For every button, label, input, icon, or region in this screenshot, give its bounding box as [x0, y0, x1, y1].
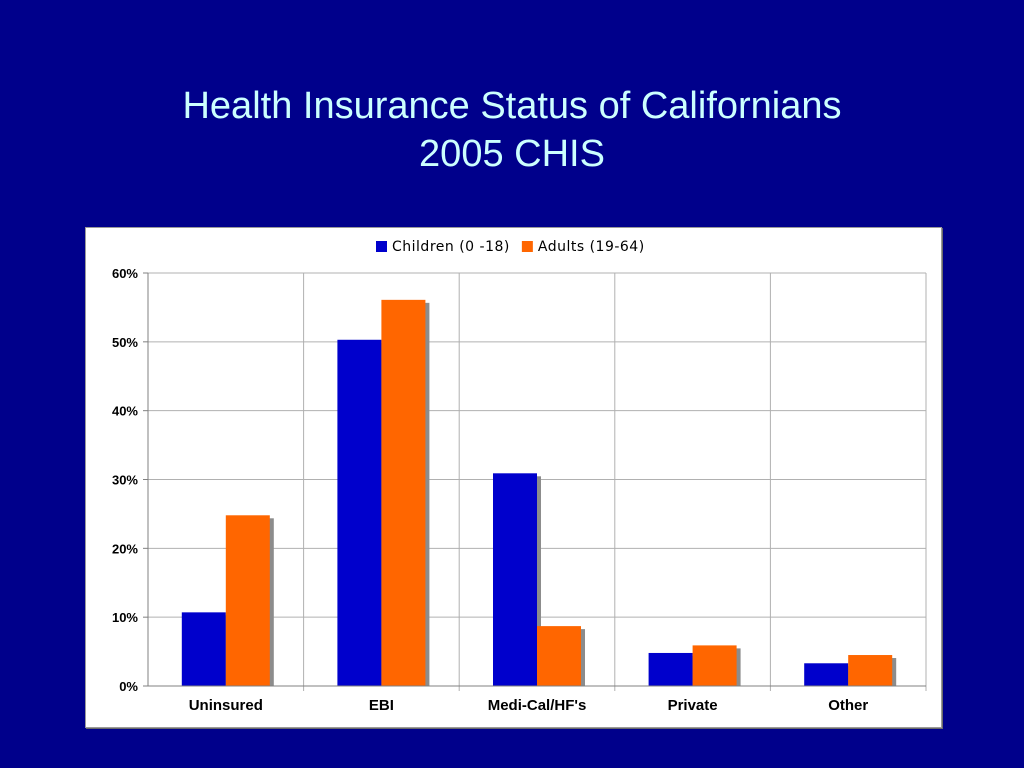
x-tick-label: Medi-Cal/HF's: [488, 697, 587, 714]
x-tick-label: Other: [828, 697, 868, 714]
y-tick-label: 50%: [112, 335, 138, 350]
bar-children: [648, 652, 693, 686]
chart-bars: [181, 299, 897, 686]
bar-children: [493, 473, 537, 686]
legend-swatch: [521, 241, 533, 252]
y-tick-label: 20%: [112, 541, 138, 556]
chart-legend: Children (0 -18) Adults (19-64): [376, 239, 645, 255]
chart-gridlines: [148, 272, 927, 691]
x-tick-label: EBI: [369, 697, 394, 714]
legend-label: Children (0 -18): [392, 239, 510, 255]
legend-label: Adults (19-64): [538, 239, 645, 255]
bar-chart: Children (0 -18) Adults (19-64) 0% 10% 20% 3…: [112, 239, 927, 714]
bar-adults: [692, 645, 737, 686]
bar-adults: [225, 515, 270, 686]
bar-children: [181, 612, 226, 686]
bar-adults: [537, 626, 581, 686]
slide-title-line-2: 2005 CHIS: [419, 133, 605, 175]
chart-axes: 0% 10% 20% 30% 40% 50% 60% Uninsured EBI Medi-Cal…: [112, 266, 926, 714]
bar-adults: [848, 655, 893, 686]
slide-title: Health Insurance Status of Californians …: [0, 82, 1024, 178]
bar-children: [337, 339, 382, 686]
bar-adults: [381, 299, 426, 686]
chart-panel: Children (0 -18) Adults (19-64) 0% 10% 20% 3…: [85, 227, 942, 728]
y-tick-label: 40%: [112, 404, 138, 419]
bar-children: [804, 663, 849, 686]
y-tick-label: 60%: [112, 266, 138, 281]
y-tick-label: 0%: [119, 679, 138, 694]
slide-title-line-1: Health Insurance Status of Californians: [182, 85, 842, 127]
legend-swatch: [376, 241, 387, 252]
x-tick-label: Private: [668, 697, 718, 714]
y-tick-label: 10%: [112, 610, 138, 625]
x-tick-label: Uninsured: [189, 697, 263, 714]
y-tick-label: 30%: [112, 473, 138, 488]
